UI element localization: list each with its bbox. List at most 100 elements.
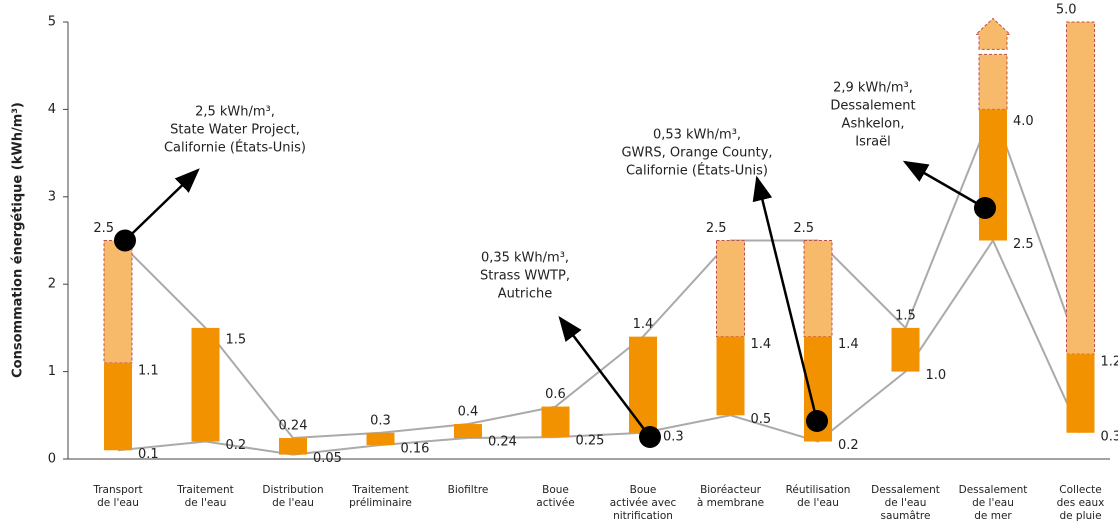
category-label: Réutilisation: [786, 484, 851, 496]
annotation: Strass WWTP,: [480, 269, 570, 284]
annotation: Dessalement: [830, 99, 915, 114]
value-label: 5.0: [1056, 3, 1077, 18]
y-axis-title: Consommation énergétique (kWh/m³): [11, 102, 26, 378]
annotation-dot: [974, 197, 996, 219]
dashed-bar: [1067, 22, 1095, 354]
annotation-dot: [639, 426, 661, 448]
value-label: 0.5: [751, 412, 772, 427]
y-tick-label: 3: [48, 189, 56, 204]
annotation: 0,35 kWh/m³,: [481, 251, 569, 266]
dashed-bar: [979, 54, 1007, 109]
value-label: 0.2: [838, 438, 859, 453]
value-label: 0.6: [545, 387, 566, 402]
value-label: 0.25: [576, 434, 605, 449]
annotation: 2,9 kWh/m³,: [833, 81, 913, 96]
category-label: de l'eau: [797, 497, 839, 509]
category-label: de pluie: [1059, 510, 1101, 522]
category-label: Bioréacteur: [700, 484, 762, 496]
y-tick-label: 4: [48, 102, 56, 117]
value-label: 1.0: [926, 368, 947, 383]
annotation: Autriche: [498, 287, 553, 302]
value-label: 1.5: [226, 332, 247, 347]
value-label: 0.3: [370, 413, 391, 428]
annotation-dot: [114, 230, 136, 252]
value-label: 1.5: [895, 308, 916, 323]
category-label: Boue: [630, 484, 657, 496]
dashed-bar: [717, 241, 745, 337]
category-label: des eaux: [1057, 497, 1105, 509]
value-label: 0.16: [401, 442, 430, 457]
annotation-arrow: [905, 162, 985, 208]
value-label: 0.4: [458, 405, 479, 420]
annotation: 2,5 kWh/m³,: [195, 105, 275, 120]
solid-bar: [192, 328, 220, 442]
value-label: 1.1: [138, 363, 159, 378]
value-label: 1.4: [633, 317, 654, 332]
value-label: 2.5: [1013, 237, 1034, 252]
category-label: Biofiltre: [448, 484, 489, 496]
value-label: 0.24: [279, 419, 308, 434]
y-tick-label: 2: [48, 277, 56, 292]
category-label: Traitement: [176, 484, 234, 496]
value-label: 1.4: [751, 337, 772, 352]
annotation-arrow: [125, 170, 198, 241]
category-label: Dessalement: [959, 484, 1028, 496]
solid-bar: [542, 407, 570, 438]
solid-bar: [367, 433, 395, 445]
category-label: de l'eau: [972, 497, 1014, 509]
annotation: Californie (États-Unis): [626, 163, 768, 179]
category-label: Traitement: [351, 484, 409, 496]
category-label: Distribution: [262, 484, 323, 496]
value-label: 0.3: [1101, 429, 1118, 444]
category-label: Transport: [92, 484, 142, 496]
category-label: de l'eau: [185, 497, 227, 509]
annotation: GWRS, Orange County,: [621, 146, 772, 161]
category-label: activée: [536, 497, 574, 509]
y-tick-label: 0: [48, 452, 56, 467]
range-line: [118, 109, 1081, 438]
solid-bar: [104, 363, 132, 450]
y-tick-label: 1: [48, 364, 56, 379]
category-label: de l'eau: [97, 497, 139, 509]
value-label: 2.5: [706, 221, 727, 236]
annotation-dot: [806, 410, 828, 432]
value-label: 2.5: [793, 221, 814, 236]
category-label: de l'eau: [885, 497, 927, 509]
solid-bar: [629, 337, 657, 433]
annotation: Israël: [855, 135, 891, 150]
category-label: de mer: [974, 510, 1012, 522]
category-label: Boue: [542, 484, 569, 496]
annotation: State Water Project,: [170, 123, 300, 138]
dashed-bar: [804, 241, 832, 337]
y-tick-label: 5: [48, 15, 56, 30]
value-label: 0.05: [313, 451, 342, 466]
category-label: à membrane: [697, 497, 764, 509]
solid-bar: [892, 328, 920, 372]
category-label: nitrification: [613, 510, 673, 522]
value-label: 0.3: [663, 429, 684, 444]
annotation: Californie (États-Unis): [164, 140, 306, 156]
value-label: 0.24: [488, 435, 517, 450]
range-line: [118, 241, 1081, 455]
category-label: Collecte: [1059, 484, 1101, 496]
value-label: 0.1: [138, 447, 159, 462]
category-label: saumâtre: [881, 510, 931, 522]
annotation: 0,53 kWh/m³,: [653, 128, 741, 143]
value-label: 2.5: [93, 221, 114, 236]
value-label: 1.4: [838, 337, 859, 352]
value-label: 1.2: [1101, 355, 1118, 370]
solid-bar: [279, 438, 307, 455]
category-label: préliminaire: [349, 497, 412, 509]
solid-bar: [1067, 354, 1095, 433]
solid-bar: [979, 109, 1007, 240]
category-label: de l'eau: [272, 497, 314, 509]
category-label: Dessalement: [871, 484, 940, 496]
annotation: Ashkelon,: [842, 117, 905, 132]
solid-bar: [717, 337, 745, 416]
arrow-bar: [976, 18, 1010, 49]
value-label: 0.2: [226, 438, 247, 453]
category-label: activée avec: [610, 497, 677, 509]
solid-bar: [454, 424, 482, 438]
value-label: 4.0: [1013, 114, 1034, 129]
